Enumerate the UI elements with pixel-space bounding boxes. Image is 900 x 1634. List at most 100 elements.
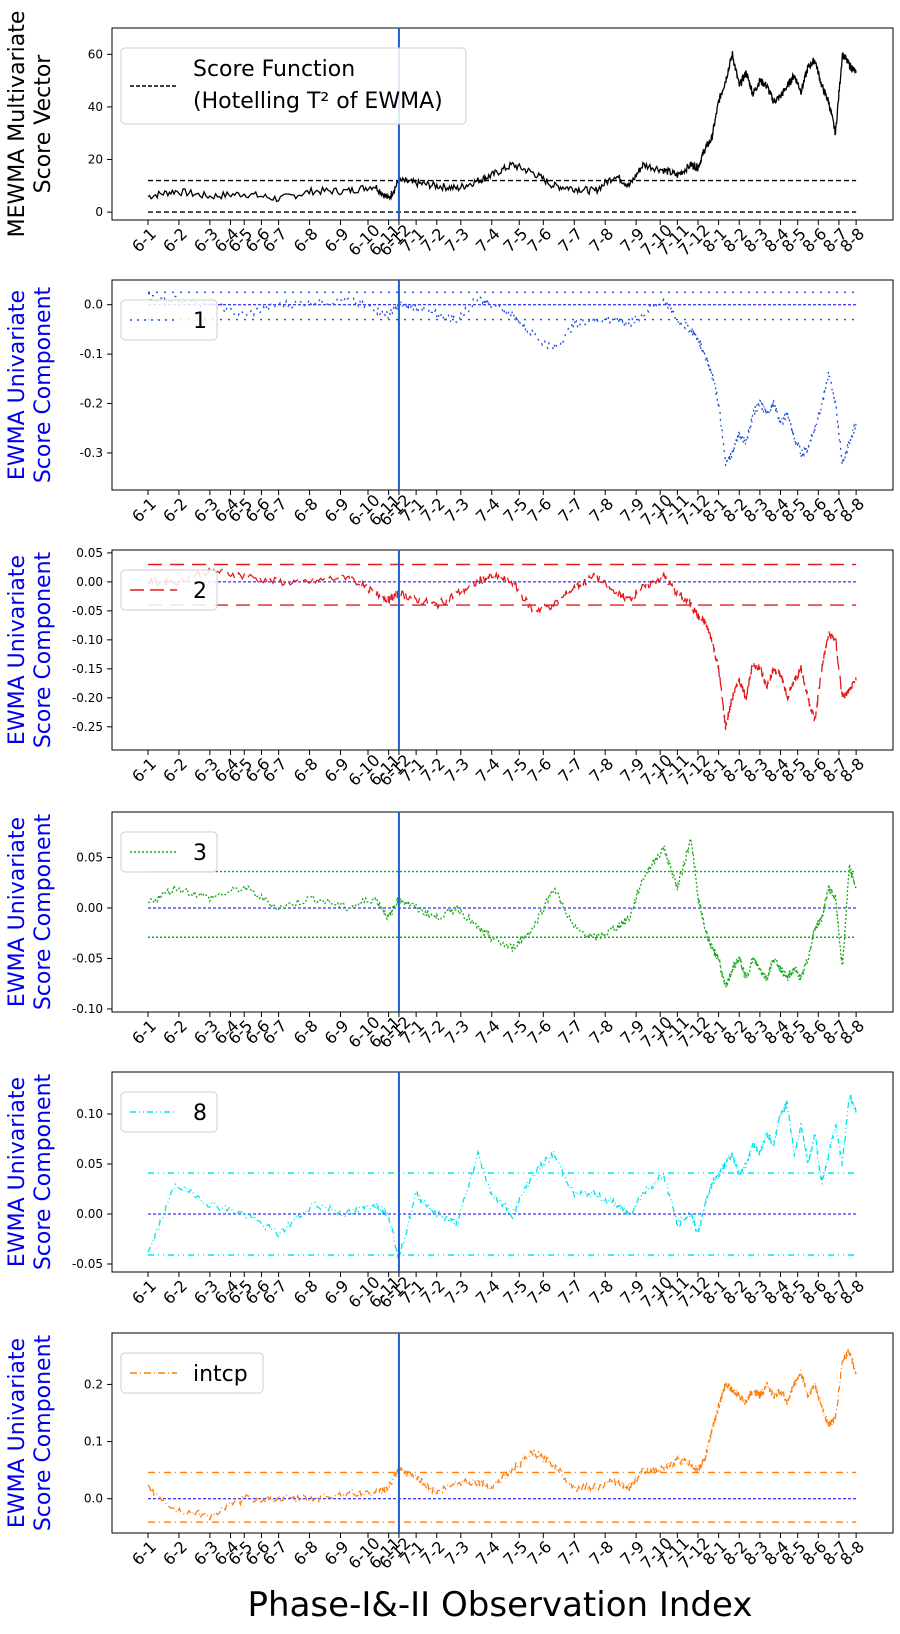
series-line — [147, 51, 857, 203]
y-axis-label: EWMA Univariate — [5, 1338, 30, 1528]
panel-2: 0.0-0.1-0.2-0.36-1 6-2 6-36-46-56-66-7 6-8 6… — [5, 279, 894, 530]
x-tick-label: 6-2 — [159, 1016, 191, 1048]
y-tick-label: 0 — [95, 205, 103, 219]
y-tick-label: -0.05 — [72, 951, 103, 965]
x-tick-label: 7-8 — [585, 494, 617, 526]
x-tick-label: 6-2 — [159, 754, 191, 786]
y-axis-label: Score Component — [31, 286, 56, 483]
legend: 8 — [120, 1091, 218, 1133]
x-tick-label: 6-9 — [321, 1537, 353, 1569]
panel-5: 0.100.050.00-0.056-1 6-2 6-36-46-56-66-7 6-… — [5, 1071, 894, 1312]
y-axis-label: Score Vector — [31, 54, 56, 194]
legend-label: 1 — [193, 309, 207, 334]
x-tick-label: 6-1 — [128, 494, 160, 526]
y-axis-label: Score Component — [31, 1334, 56, 1531]
legend-label: 3 — [193, 841, 207, 866]
y-tick-label: -0.05 — [72, 604, 103, 618]
y-tick-label: 60 — [88, 47, 103, 61]
x-tick-label: 6-1 — [128, 1276, 160, 1308]
y-axis-label: Score Component — [31, 551, 56, 748]
x-tick-label: 7-6 — [523, 1537, 555, 1569]
legend: 2 — [120, 569, 218, 611]
y-axis-label: EWMA Univariate — [5, 555, 30, 745]
plot-area — [148, 550, 857, 750]
x-tick-label: 7-8 — [585, 754, 617, 786]
y-tick-label: -0.1 — [80, 347, 103, 361]
y-axis-label: EWMA Univariate — [5, 290, 30, 480]
x-tick-label: 7-6 — [523, 494, 555, 526]
x-tick-label: 7-3 — [441, 1276, 473, 1308]
legend-label: (Hotelling T² of EWMA) — [193, 89, 443, 114]
x-tick-label: 7-8 — [585, 1016, 617, 1048]
x-tick-label: 6-9 — [321, 754, 353, 786]
x-tick-label: 6-1 — [128, 224, 160, 256]
x-tick-label: 7-7 — [554, 224, 586, 256]
x-tick-label: 6-2 — [159, 224, 191, 256]
y-tick-label: 0.05 — [76, 1157, 103, 1171]
legend-box — [120, 831, 218, 873]
y-tick-label: 0.00 — [76, 575, 103, 589]
y-tick-label: 20 — [88, 153, 103, 167]
axes-frame — [111, 811, 894, 1013]
x-tick-label: 7-6 — [523, 754, 555, 786]
axes-frame — [111, 279, 894, 491]
x-tick-label: 7-3 — [441, 224, 473, 256]
x-tick-label: 6-1 — [128, 1537, 160, 1569]
plot-area — [147, 1333, 857, 1533]
y-tick-label: 0.2 — [84, 1377, 103, 1391]
y-axis-label: EWMA Univariate — [5, 817, 30, 1007]
x-tick-label: 7-4 — [472, 494, 504, 526]
x-tick-label: 7-7 — [554, 494, 586, 526]
x-tick-label: 6-8 — [290, 1016, 322, 1048]
series-line — [147, 836, 857, 988]
x-tick-label: 7-7 — [554, 754, 586, 786]
plot-area — [147, 812, 857, 1012]
x-tick-label: 7-4 — [472, 1276, 504, 1308]
y-tick-label: 0.00 — [76, 901, 103, 915]
legend: 3 — [120, 831, 218, 873]
y-tick-label: 40 — [88, 100, 103, 114]
x-tick-label: 6-9 — [321, 224, 353, 256]
x-tick-label: 7-8 — [585, 1537, 617, 1569]
y-tick-label: 0.1 — [84, 1435, 103, 1449]
x-tick-label: 7-7 — [554, 1016, 586, 1048]
x-tick-label: 7-4 — [472, 1537, 504, 1569]
x-tick-label: 7-3 — [441, 1016, 473, 1048]
x-tick-label: 7-4 — [472, 754, 504, 786]
axes-frame — [111, 549, 894, 751]
y-tick-label: -0.25 — [72, 720, 103, 734]
x-tick-label: 6-8 — [290, 1537, 322, 1569]
legend-box — [120, 569, 218, 611]
x-tick-label: 7-6 — [523, 1016, 555, 1048]
x-tick-label: 6-8 — [290, 1276, 322, 1308]
panel-6: 0.20.10.06-1 6-2 6-36-46-56-66-7 6-8 6-96-10… — [5, 1332, 894, 1573]
legend-label: 2 — [193, 579, 207, 604]
x-tick-label: 7-4 — [472, 1016, 504, 1048]
x-tick-label: 6-8 — [290, 224, 322, 256]
y-axis-label: MEWMA Multivariate — [5, 11, 30, 238]
x-tick-label: 6-2 — [159, 1537, 191, 1569]
x-tick-label: 7-7 — [554, 1537, 586, 1569]
x-tick-label: 6-9 — [321, 1276, 353, 1308]
y-tick-label: 0.05 — [76, 546, 103, 560]
y-tick-label: 0.05 — [76, 850, 103, 864]
series-line — [147, 1348, 857, 1521]
plot-area — [147, 1072, 857, 1272]
x-tick-label: 7-6 — [523, 1276, 555, 1308]
axes-frame — [111, 1332, 894, 1534]
y-tick-label: -0.15 — [72, 662, 103, 676]
axes-frame — [111, 27, 894, 221]
y-tick-label: -0.20 — [72, 691, 103, 705]
legend-box — [120, 47, 467, 125]
y-tick-label: 0.10 — [76, 1107, 103, 1121]
y-tick-label: 0.0 — [84, 298, 103, 312]
y-axis-label: EWMA Univariate — [5, 1077, 30, 1267]
x-tick-label: 6-8 — [290, 494, 322, 526]
y-tick-label: -0.2 — [80, 397, 103, 411]
legend: Score Function (Hotelling T² of EWMA) — [120, 47, 467, 125]
plot-area — [147, 280, 857, 490]
x-tick-label: 7-6 — [523, 224, 555, 256]
legend-label: Score Function — [193, 57, 355, 82]
legend-label: intcp — [193, 1362, 248, 1387]
y-tick-label: 0.0 — [84, 1492, 103, 1506]
